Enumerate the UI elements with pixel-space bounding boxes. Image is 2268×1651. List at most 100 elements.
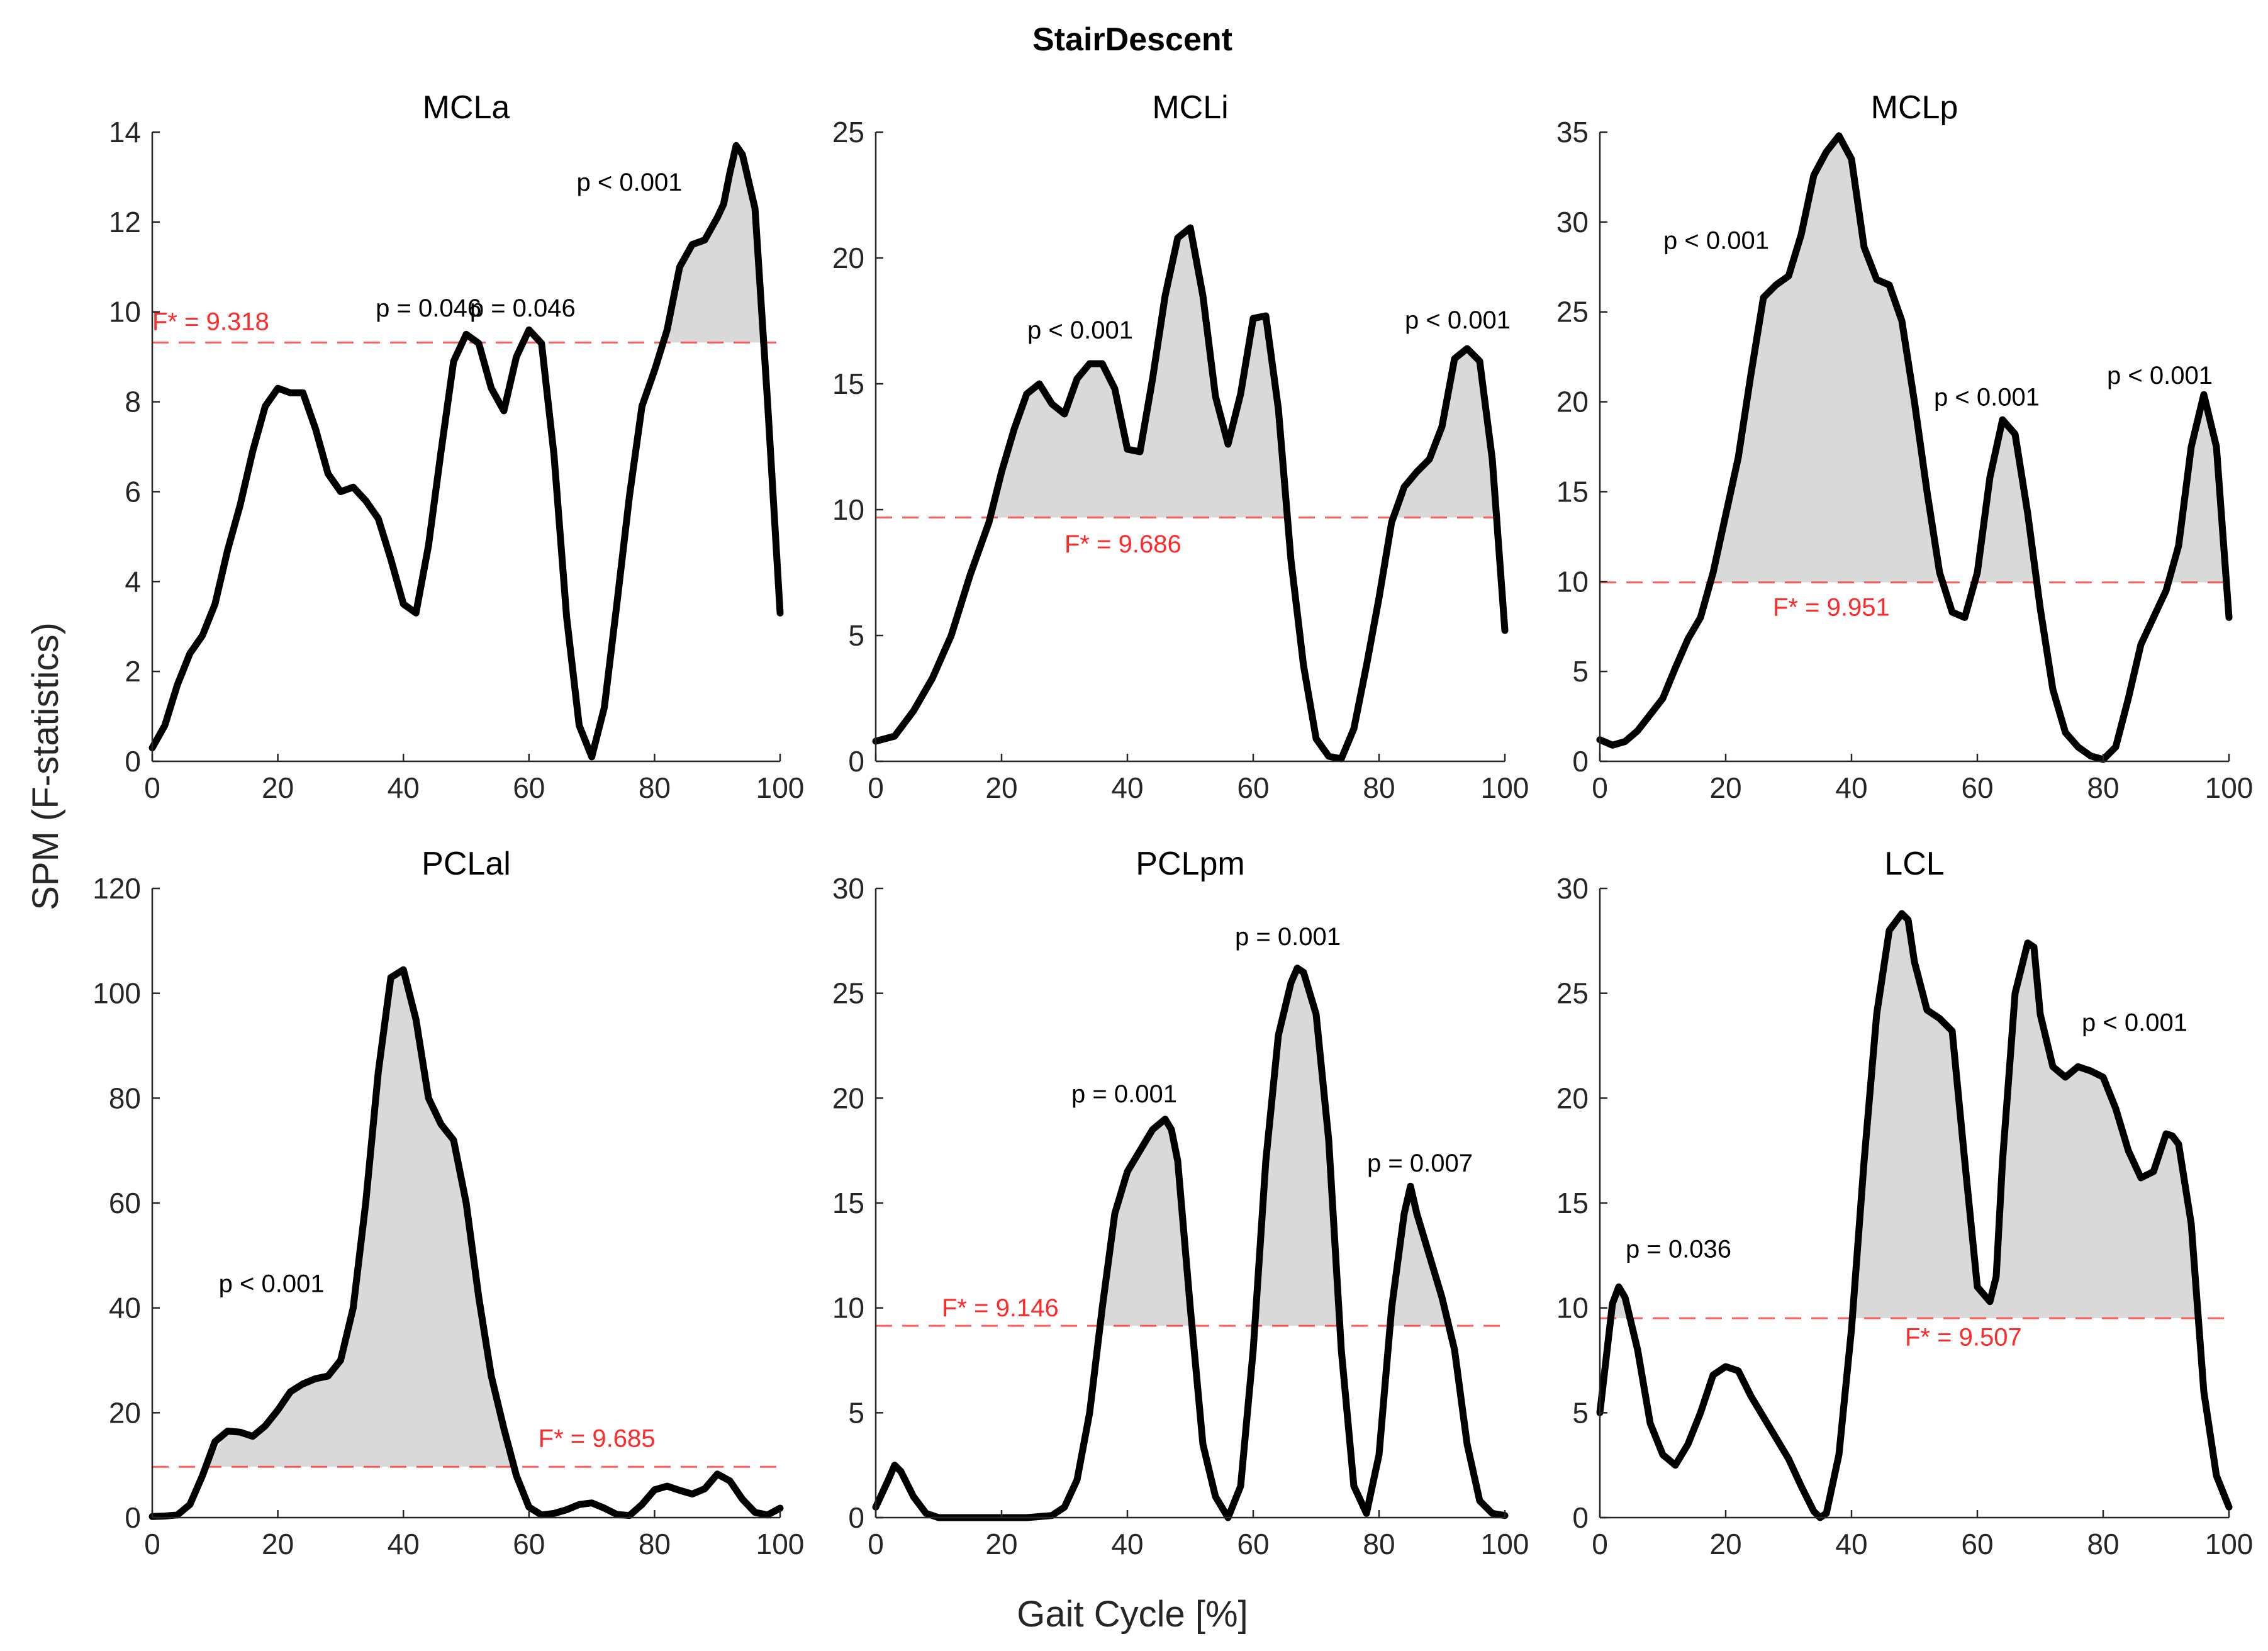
x-tick-label: 20 bbox=[1709, 771, 1741, 804]
y-tick-label: 0 bbox=[848, 1501, 864, 1534]
supra-threshold-cluster-1 bbox=[1710, 135, 1943, 583]
p-value-label: p = 0.036 bbox=[1626, 1236, 1731, 1263]
supra-threshold-cluster-1 bbox=[206, 970, 515, 1467]
x-tick-label: 0 bbox=[868, 1528, 884, 1560]
x-tick-label: 100 bbox=[2205, 771, 2254, 804]
y-tick-label: 5 bbox=[1572, 655, 1589, 688]
p-value-label: p < 0.001 bbox=[1934, 383, 2040, 411]
x-tick-label: 80 bbox=[639, 771, 671, 804]
x-tick-label: 0 bbox=[1592, 771, 1608, 804]
x-tick-label: 60 bbox=[513, 1528, 545, 1560]
panel-mcli: MCLi 0 20 40 60 80 100 0 5 10 15 20 25 p < 0.001 p < 0… bbox=[832, 89, 1529, 804]
y-tick-label: 30 bbox=[832, 872, 864, 905]
x-tick-label: 60 bbox=[1961, 1528, 1993, 1560]
x-tick-label: 80 bbox=[1363, 1528, 1395, 1560]
p-value-label: p < 0.001 bbox=[2107, 362, 2213, 389]
x-tick-label: 60 bbox=[1237, 771, 1269, 804]
p-value-label: p < 0.001 bbox=[1027, 316, 1133, 344]
y-tick-label: 14 bbox=[109, 116, 141, 148]
y-tick-label: 15 bbox=[832, 367, 864, 400]
y-tick-label: 15 bbox=[1556, 475, 1589, 508]
spm-curve bbox=[1596, 132, 2233, 763]
supra-threshold-cluster-1 bbox=[1100, 1119, 1192, 1326]
y-tick-label: 15 bbox=[832, 1187, 864, 1219]
y-tick-label: 0 bbox=[125, 745, 141, 778]
supra-threshold-cluster-3 bbox=[663, 145, 764, 343]
y-tick-label: 4 bbox=[125, 565, 141, 598]
panel-title: PCLpm bbox=[1136, 846, 1244, 882]
y-tick-label: 10 bbox=[1556, 565, 1589, 598]
p-value-label: p = 0.007 bbox=[1367, 1150, 1473, 1177]
supra-threshold-cluster-1 bbox=[990, 228, 1288, 518]
panel-title: PCLal bbox=[422, 846, 511, 882]
panel-pclal: PCLal 0 20 40 60 80 100 0 20 40 60 80 100 120 p < 0.00… bbox=[92, 846, 804, 1560]
x-tick-label: 60 bbox=[513, 771, 545, 804]
p-value-label: p = 0.046 bbox=[376, 294, 481, 322]
x-tick-label: 100 bbox=[756, 1528, 805, 1560]
x-tick-label: 40 bbox=[1111, 771, 1143, 804]
y-tick-label: 5 bbox=[1572, 1396, 1589, 1429]
y-tick-label: 60 bbox=[109, 1187, 141, 1219]
x-tick-label: 40 bbox=[388, 1528, 420, 1560]
x-tick-label: 20 bbox=[1709, 1528, 1741, 1560]
y-tick-label: 5 bbox=[848, 619, 864, 652]
y-tick-label: 10 bbox=[832, 493, 864, 526]
panel-title: MCLp bbox=[1871, 89, 1958, 126]
panel-mclp: MCLp 0 20 40 60 80 100 0 5 10 15 20 25 30 35 p < 0.001 p… bbox=[1556, 89, 2254, 804]
supra-threshold-cluster-2 bbox=[1393, 349, 1497, 518]
p-value-label: p = 0.001 bbox=[1071, 1080, 1177, 1108]
x-tick-label: 60 bbox=[1961, 771, 1993, 804]
spm-curve bbox=[148, 966, 784, 1520]
panel-title: MCLi bbox=[1152, 89, 1228, 126]
x-tick-label: 20 bbox=[985, 771, 1017, 804]
p-value-label: p < 0.001 bbox=[1405, 306, 1511, 334]
threshold-label: F* = 9.507 bbox=[1905, 1324, 2022, 1352]
y-tick-label: 20 bbox=[832, 1082, 864, 1114]
p-value-label: p = 0.046 bbox=[470, 294, 576, 322]
y-tick-label: 20 bbox=[832, 242, 864, 274]
y-tick-label: 40 bbox=[109, 1292, 141, 1324]
x-tick-label: 80 bbox=[639, 1528, 671, 1560]
p-value-label: p < 0.001 bbox=[2082, 1009, 2187, 1037]
x-tick-label: 100 bbox=[1481, 771, 1529, 804]
x-tick-label: 100 bbox=[756, 771, 805, 804]
y-tick-label: 35 bbox=[1556, 116, 1589, 148]
x-tick-label: 20 bbox=[262, 771, 294, 804]
y-tick-label: 25 bbox=[832, 116, 864, 148]
x-tick-label: 80 bbox=[2087, 1528, 2119, 1560]
y-tick-label: 100 bbox=[92, 977, 141, 1010]
threshold-label: F* = 9.951 bbox=[1773, 594, 1890, 622]
x-tick-label: 20 bbox=[985, 1528, 1017, 1560]
y-tick-label: 10 bbox=[1556, 1292, 1589, 1324]
y-tick-label: 120 bbox=[92, 872, 141, 905]
y-tick-label: 0 bbox=[125, 1501, 141, 1534]
threshold-label: F* = 9.146 bbox=[942, 1294, 1059, 1322]
y-tick-label: 25 bbox=[832, 977, 864, 1010]
supra-threshold-cluster-2 bbox=[1852, 914, 2199, 1319]
threshold-label: F* = 9.318 bbox=[152, 308, 269, 335]
panel-lcl: LCL 0 20 40 60 80 100 0 5 10 15 20 25 30 p = 0.036 p < … bbox=[1556, 846, 2254, 1560]
threshold-label: F* = 9.685 bbox=[539, 1425, 656, 1453]
panel-title: LCL bbox=[1884, 846, 1944, 882]
y-tick-label: 0 bbox=[1572, 1501, 1589, 1534]
x-tick-label: 0 bbox=[868, 771, 884, 804]
y-tick-label: 20 bbox=[1556, 386, 1589, 418]
x-tick-label: 20 bbox=[262, 1528, 294, 1560]
y-tick-label: 2 bbox=[125, 655, 141, 688]
panel-pclpm: PCLpm 0 20 40 60 80 100 0 5 10 15 20 25 30 p = 0.001 p … bbox=[832, 846, 1529, 1560]
threshold-label: F* = 9.686 bbox=[1064, 530, 1181, 558]
y-tick-label: 5 bbox=[848, 1396, 864, 1429]
x-tick-label: 60 bbox=[1237, 1528, 1269, 1560]
y-tick-label: 0 bbox=[848, 745, 864, 778]
y-tick-label: 80 bbox=[109, 1082, 141, 1114]
y-tick-label: 20 bbox=[109, 1396, 141, 1429]
y-tick-label: 6 bbox=[125, 475, 141, 508]
y-tick-label: 25 bbox=[1556, 977, 1589, 1010]
y-tick-label: 0 bbox=[1572, 745, 1589, 778]
y-tick-label: 15 bbox=[1556, 1187, 1589, 1219]
y-tick-label: 20 bbox=[1556, 1082, 1589, 1114]
p-value-label: p < 0.001 bbox=[1663, 227, 1769, 255]
y-tick-label: 10 bbox=[109, 296, 141, 328]
p-value-label: p < 0.001 bbox=[577, 169, 683, 196]
